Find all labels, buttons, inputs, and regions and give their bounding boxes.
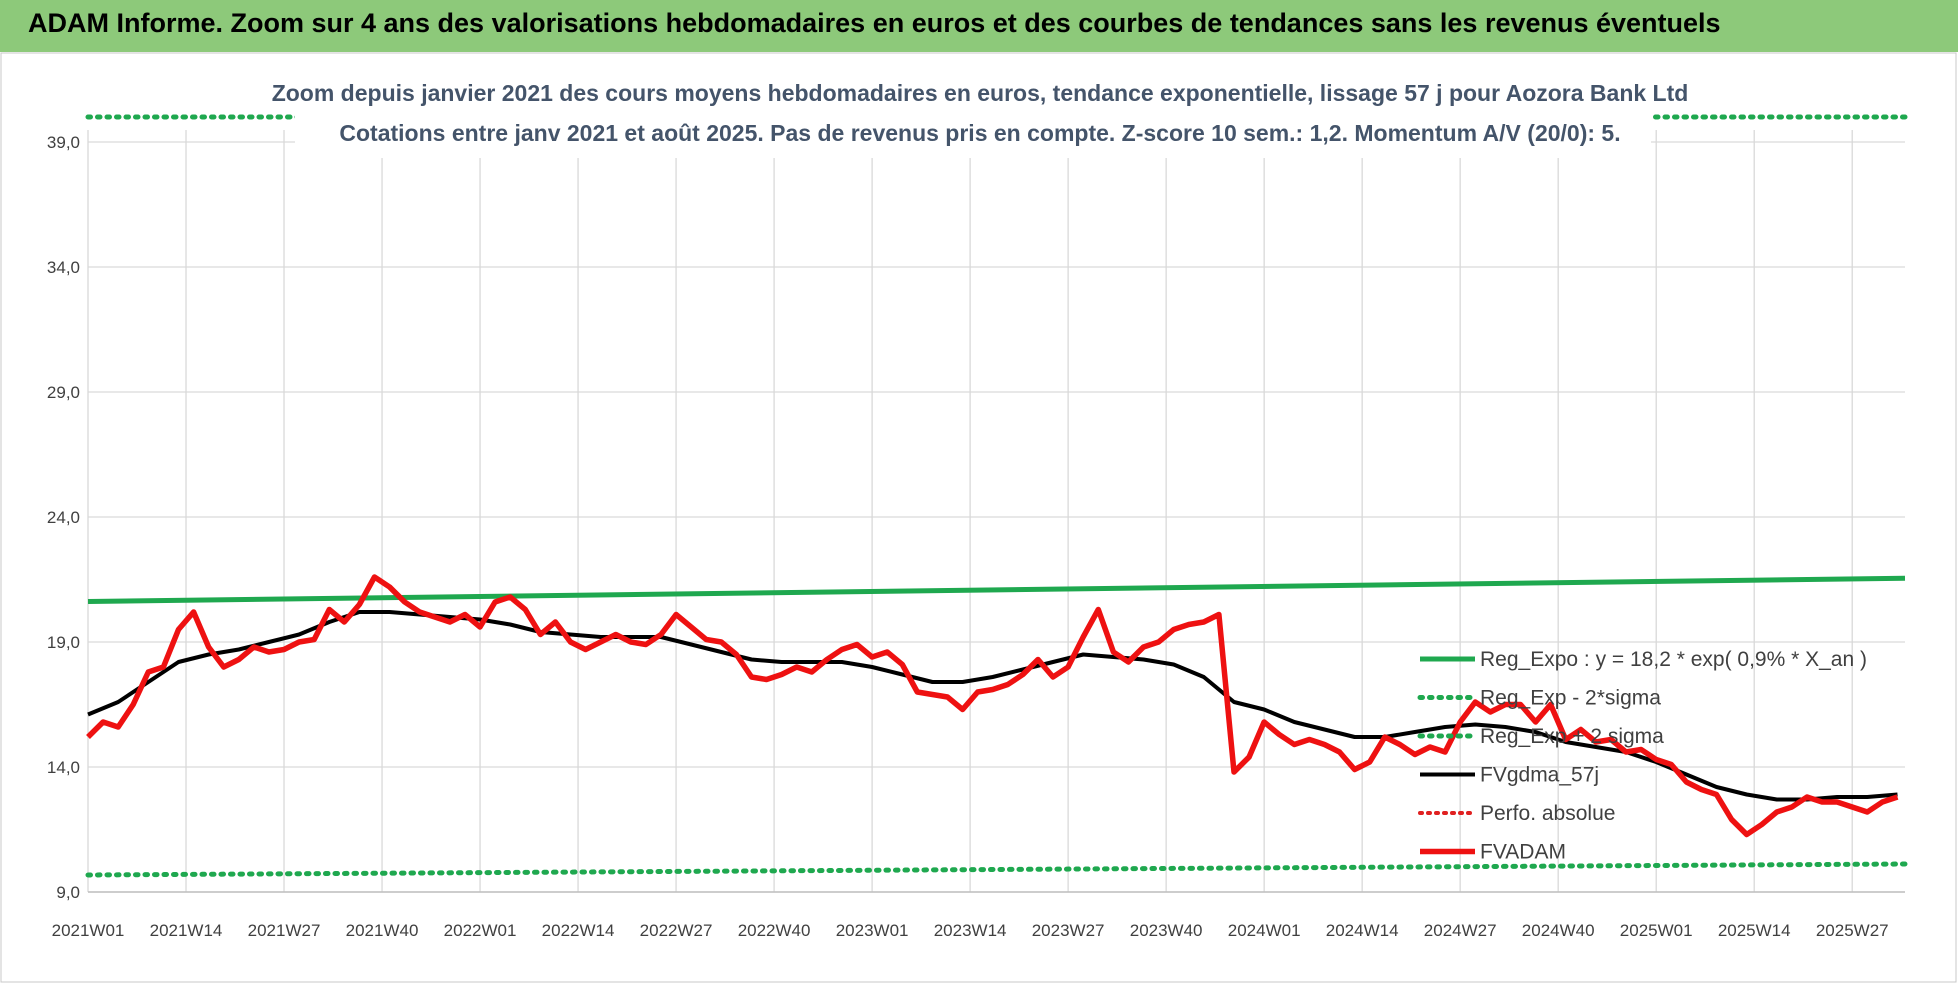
x-tick-label: 2023W27 — [1032, 921, 1105, 940]
x-tick-label: 2021W14 — [150, 921, 223, 940]
legend-label: Reg_Expo : y = 18,2 * exp( 0,9% * X_an ) — [1480, 648, 1867, 671]
chart-titles: Zoom depuis janvier 2021 des cours moyen… — [272, 70, 1689, 158]
x-tick-label: 2022W14 — [542, 921, 615, 940]
chart-title: Zoom depuis janvier 2021 des cours moyen… — [272, 80, 1689, 106]
x-tick-label: 2022W27 — [640, 921, 713, 940]
legend-label: Reg_Exp - 2*sigma — [1480, 687, 1661, 710]
legend: Reg_Expo : y = 18,2 * exp( 0,9% * X_an )… — [1417, 648, 1867, 864]
series-reg-expo-y-18-2-exp-0-9-x-an — [87, 575, 1906, 604]
legend-label: Reg_Exp + 2 sigma — [1480, 725, 1664, 748]
legend-label: Perfo. absolue — [1480, 802, 1615, 825]
y-tick-label: 34,0 — [47, 258, 80, 277]
title-backdrop — [295, 70, 1651, 158]
x-tick-label: 2021W27 — [248, 921, 321, 940]
x-tick-label: 2025W27 — [1816, 921, 1889, 940]
y-tick-label: 39,0 — [47, 133, 80, 152]
x-tick-label: 2023W01 — [836, 921, 909, 940]
series-fvadam — [86, 574, 1899, 838]
y-tick-label: 14,0 — [47, 758, 80, 777]
x-tick-label: 2022W40 — [738, 921, 811, 940]
legend-label: FVgdma_57j — [1480, 764, 1599, 787]
series-group — [85, 114, 1908, 878]
x-tick-label: 2023W40 — [1130, 921, 1203, 940]
legend-label: FVADAM — [1480, 841, 1566, 864]
x-tick-label: 2024W40 — [1522, 921, 1595, 940]
x-tick-label: 2022W01 — [444, 921, 517, 940]
series-fvgdma-57j — [87, 610, 1898, 802]
tick-labels: 39,0 34,0 29,0 24,0 19,0 14,0 9,0 2021W01 2021W1… — [47, 133, 1889, 940]
y-tick-label: 19,0 — [47, 633, 80, 652]
x-tick-label: 2025W01 — [1620, 921, 1693, 940]
x-tick-label: 2024W27 — [1424, 921, 1497, 940]
grid-lines — [87, 130, 1905, 893]
y-tick-label: 24,0 — [47, 508, 80, 527]
chart-subtitle: Cotations entre janv 2021 et août 2025. … — [339, 120, 1620, 146]
banner-title: ADAM Informe. Zoom sur 4 ans des valoris… — [28, 8, 1721, 38]
x-tick-label: 2024W01 — [1228, 921, 1301, 940]
x-tick-label: 2025W14 — [1718, 921, 1791, 940]
y-tick-label: 9,0 — [56, 883, 80, 902]
x-tick-label: 2021W01 — [52, 921, 125, 940]
header-banner: ADAM Informe. Zoom sur 4 ans des valoris… — [0, 0, 1958, 52]
x-tick-label: 2021W40 — [346, 921, 419, 940]
plot-border — [0, 52, 1957, 983]
y-tick-label: 29,0 — [47, 383, 80, 402]
series-reg-exp-2-sigma — [85, 861, 1908, 878]
x-tick-label: 2023W14 — [934, 921, 1007, 940]
x-tick-label: 2024W14 — [1326, 921, 1399, 940]
